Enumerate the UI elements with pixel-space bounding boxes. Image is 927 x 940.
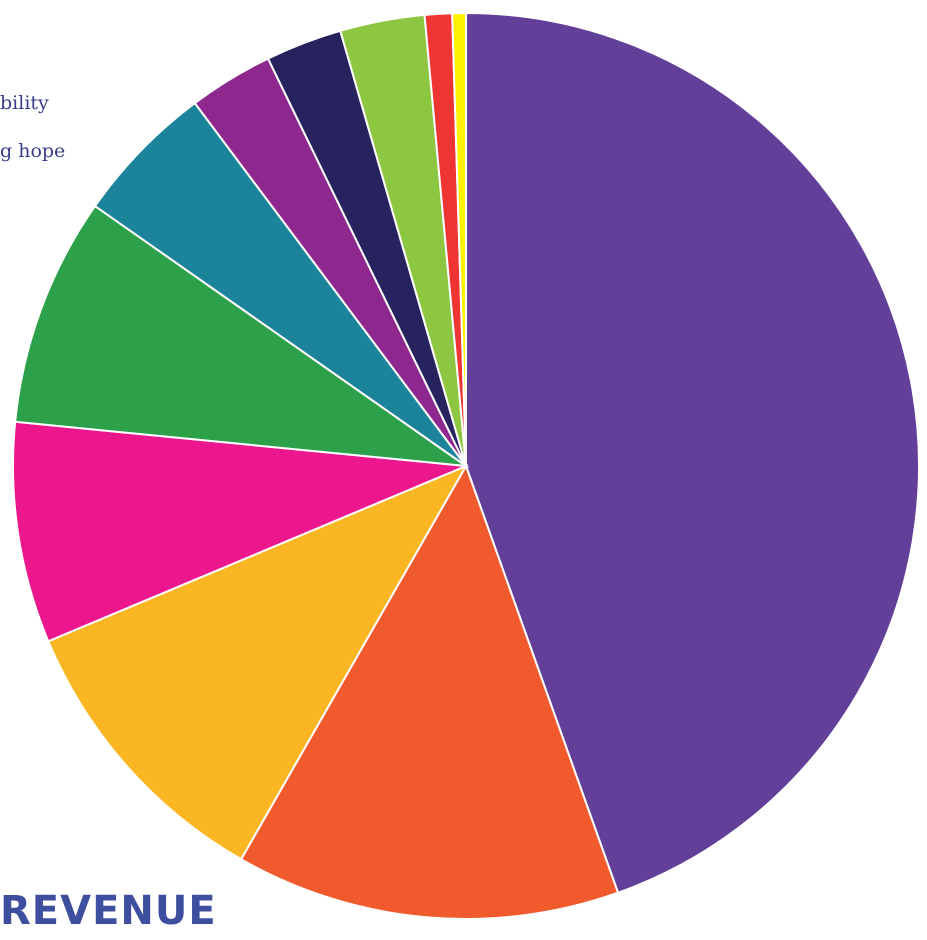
- pie-slice-6: [93, 101, 467, 467]
- pie-slice-2: [239, 463, 620, 920]
- chart-title: REVENUE: [0, 888, 217, 934]
- pie-slice-5: [14, 204, 470, 468]
- cropped-text-line-1: bility: [0, 92, 49, 114]
- pie-slice-3: [46, 463, 469, 861]
- pie-slice-4: [12, 420, 467, 643]
- cropped-text-line-2: g hope: [0, 140, 66, 162]
- pie-slice-11: [451, 11, 467, 467]
- pie-slice-1: [465, 11, 920, 895]
